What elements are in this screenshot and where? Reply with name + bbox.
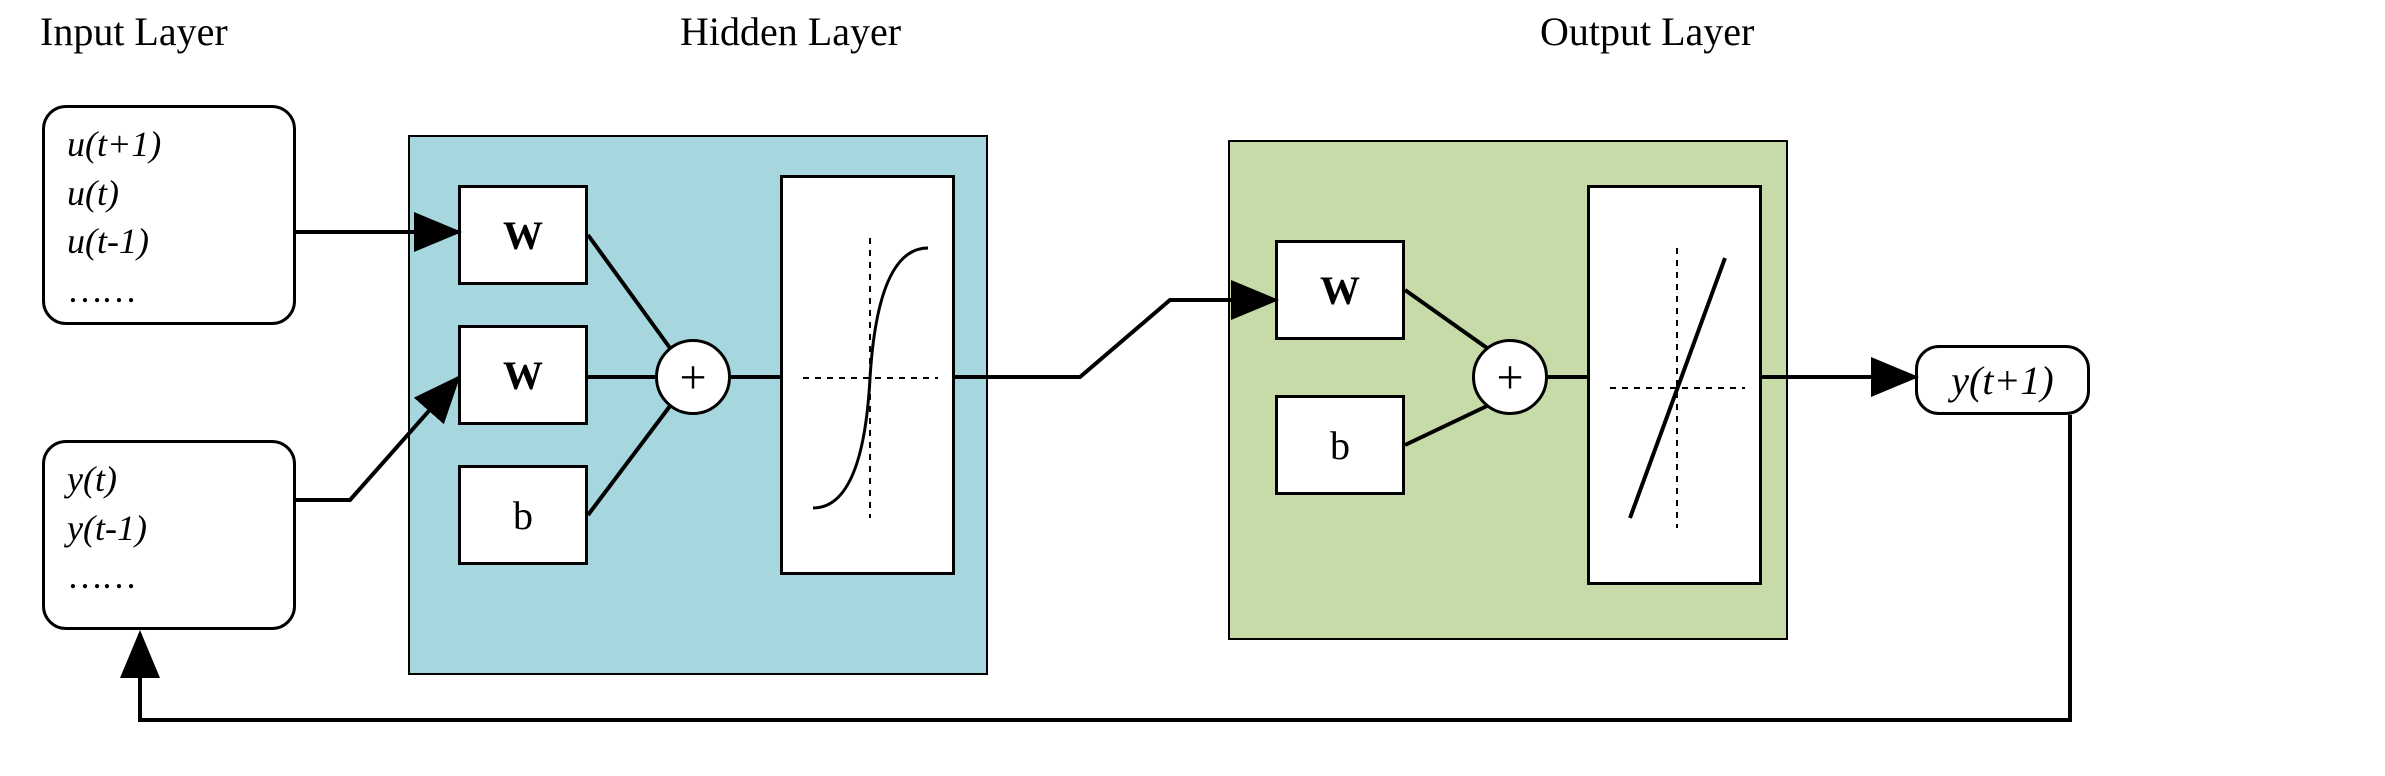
input-u-box: u(t+1) u(t) u(t-1) …… [42, 105, 296, 325]
input-line: y(t) [67, 455, 271, 504]
input-line: …… [67, 552, 271, 601]
input-line: …… [67, 266, 271, 315]
output-plus-icon: + [1472, 339, 1548, 415]
hidden-activation-box [780, 175, 955, 575]
hidden-layer-title: Hidden Layer [680, 8, 901, 55]
input-line: u(t-1) [67, 217, 271, 266]
input-line: u(t) [67, 169, 271, 218]
input-layer-title: Input Layer [40, 8, 228, 55]
hidden-weight-2: W [458, 325, 588, 425]
linear-line-icon [1590, 188, 1765, 588]
hidden-weight-1: W [458, 185, 588, 285]
hidden-plus-icon: + [655, 339, 731, 415]
output-layer-title: Output Layer [1540, 8, 1754, 55]
input-y-box: y(t) y(t-1) …… [42, 440, 296, 630]
output-activation-box [1587, 185, 1762, 585]
input-line: u(t+1) [67, 120, 271, 169]
hidden-bias: b [458, 465, 588, 565]
output-bias: b [1275, 395, 1405, 495]
sigmoid-curve-icon [783, 178, 958, 578]
output-y-box: y(t+1) [1915, 345, 2090, 415]
output-weight: W [1275, 240, 1405, 340]
diagram-canvas: Input Layer Hidden Layer Output Layer u(… [0, 0, 2385, 776]
input-line: y(t-1) [67, 504, 271, 553]
